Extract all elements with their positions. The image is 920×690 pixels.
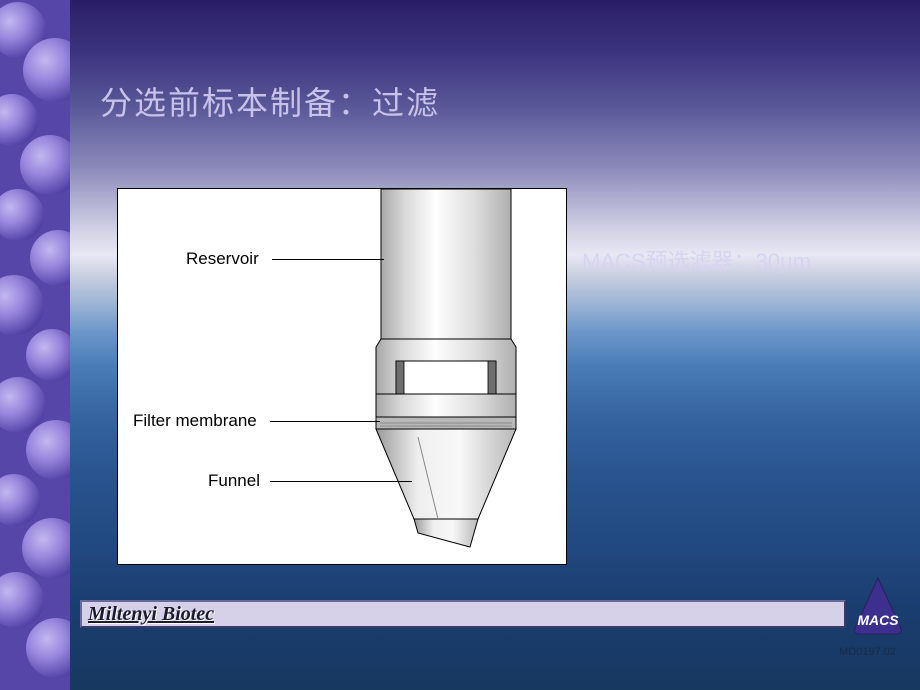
leader-line: [270, 421, 380, 422]
label-filter-membrane: Filter membrane: [133, 411, 257, 431]
macs-logo-text: MACS: [857, 612, 899, 628]
label-funnel: Funnel: [208, 471, 260, 491]
macs-triangle-icon: MACS: [850, 576, 906, 640]
leader-line: [272, 259, 384, 260]
cell-texture-icon: [0, 0, 70, 690]
macs-logo: MACS: [850, 576, 906, 640]
slide-id: MD0197.02: [839, 646, 896, 658]
slide-title: 分选前标本制备：过滤: [100, 78, 440, 124]
leader-line: [270, 481, 412, 482]
filter-device-icon: [118, 189, 568, 566]
filter-spec-text: MACS预选滤器：30μm: [582, 244, 811, 276]
company-name-bar: Miltenyi Biotec: [80, 600, 846, 628]
filter-diagram: Reservoir Filter membrane Funnel: [117, 188, 567, 565]
left-decorative-stripe: [0, 0, 70, 690]
label-reservoir: Reservoir: [186, 249, 259, 269]
slide: 分选前标本制备：过滤 MACS预选滤器：30μm: [0, 0, 920, 690]
